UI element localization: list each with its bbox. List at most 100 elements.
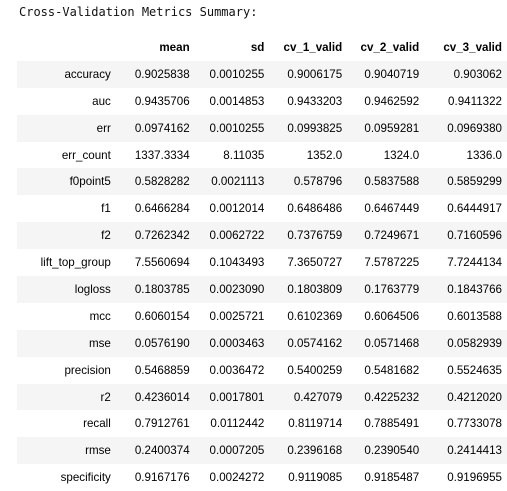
sd-cell: 0.0025721 [209,309,265,323]
cv-3-valid-cell: 0.9196955 [447,471,502,485]
cv-1-valid-cell: 0.8119714 [288,417,343,431]
cv-1-valid-cell: 0.9006175 [287,67,343,81]
mean-cell: 0.6466284 [134,202,190,216]
header-cell-index [17,34,116,61]
cv-3-valid-cell: 0.5524635 [447,363,502,377]
table-caption: Cross-Validation Metrics Summary: [19,5,258,19]
cv-3-valid-cell: 7.7244134 [447,256,502,270]
mean-cell: 0.0974162 [134,121,190,135]
metric-name-cell: recall [83,417,111,431]
table-row: rmse 0.2400374 0.0007205 0.2396168 0.2390540… [17,437,507,465]
cv-2-valid-cell: 0.1763779 [364,282,420,296]
metric-name-cell: logloss [74,282,111,296]
sd-cell: 8.11035 [223,148,265,162]
metric-name-cell: err_count [61,148,111,162]
cv-1-valid-cell: 0.9433203 [287,94,343,108]
metric-name-cell: mcc [89,309,111,323]
mean-cell: 0.4236014 [134,390,190,404]
cv-1-valid-cell: 0.578796 [293,175,343,189]
table-row: err_count 1337.3334 8.11035 1352.0 1324.0 133… [17,141,507,169]
sd-cell: 0.0021113 [211,175,265,189]
header-cell-cv-2-valid: cv_2_valid [360,40,420,54]
cv-3-valid-cell: 0.7733078 [447,417,502,431]
mean-cell: 0.7262342 [134,229,190,243]
cv-2-valid-cell: 7.5787225 [364,256,420,270]
metric-name-cell: specificity [60,471,111,485]
header-cell-cv-3-valid: cv_3_valid [443,40,502,54]
cv-3-valid-cell: 0.2414413 [447,444,502,458]
cv-1-valid-cell: 7.3650727 [287,256,343,270]
sd-cell: 0.0024272 [209,471,265,485]
cv-3-valid-cell: 0.6444917 [447,202,502,216]
mean-cell: 0.7912761 [134,417,190,431]
table-row: lift_top_group 7.5560694 0.1043493 7.365072… [17,249,507,277]
cv-2-valid-cell: 0.6064506 [364,309,420,323]
mean-cell: 0.9025838 [134,67,190,81]
metric-name-cell: lift_top_group [40,256,111,270]
mean-cell: 0.1803785 [134,282,190,296]
metric-name-cell: precision [64,363,111,377]
cv-1-valid-cell: 0.6102369 [287,309,343,323]
sd-cell: 0.0017801 [209,390,265,404]
cv-2-valid-cell: 0.5481682 [364,363,420,377]
metric-name-cell: f1 [101,202,111,216]
mean-cell: 7.5560694 [134,256,190,270]
cv-metrics-table: mean sd cv_1_valid cv_2_valid cv_3_valid… [17,34,507,491]
cv-2-valid-cell: 0.9040719 [364,67,420,81]
cv-2-valid-cell: 0.9185487 [364,471,420,485]
sd-cell: 0.0112442 [210,417,265,431]
cv-2-valid-cell: 0.9462592 [364,94,420,108]
cv-3-valid-cell: 0.9411322 [448,94,502,108]
cv-1-valid-cell: 0.7376759 [287,229,343,243]
sd-cell: 0.0036472 [209,363,265,377]
cv-2-valid-cell: 1324.0 [383,148,420,162]
mean-cell: 0.6060154 [134,309,190,323]
cv-3-valid-cell: 0.7160596 [447,229,502,243]
header-row: mean sd cv_1_valid cv_2_valid cv_3_valid [17,34,507,61]
cv-1-valid-cell: 1352.0 [306,148,343,162]
metric-name-cell: err [96,121,111,135]
table-row: specificity 0.9167176 0.0024272 0.9119085 0.… [17,464,507,491]
cv-3-valid-cell: 0.0969380 [447,121,502,135]
table-row: r2 0.4236014 0.0017801 0.427079 0.4225232 0.4… [17,383,507,411]
cv-1-valid-cell: 0.427079 [293,390,343,404]
cv-3-valid-cell: 1336.0 [466,148,502,162]
sd-cell: 0.0014853 [209,94,265,108]
table-row: err 0.0974162 0.0010255 0.0993825 0.0959281 0… [17,114,507,142]
metric-name-cell: f2 [101,229,111,243]
cv-2-valid-cell: 0.2390540 [364,444,420,458]
table-row: f2 0.7262342 0.0062722 0.7376759 0.7249671 0.… [17,222,507,250]
metric-name-cell: f0point5 [69,175,111,189]
cv-1-valid-cell: 0.2396168 [287,444,343,458]
cv-3-valid-cell: 0.1843766 [447,282,502,296]
mean-cell: 0.2400374 [134,444,190,458]
cv-3-valid-cell: 0.903062 [453,67,502,81]
cv-2-valid-cell: 0.6467449 [364,202,420,216]
cv-3-valid-cell: 0.4212020 [447,390,502,404]
cv-1-valid-cell: 0.5400259 [287,363,343,377]
cv-2-valid-cell: 0.4225232 [364,390,420,404]
cv-3-valid-cell: 0.0582939 [447,336,502,350]
table-row: precision 0.5468859 0.0036472 0.5400259 0.54… [17,356,507,384]
cv-2-valid-cell: 0.7249671 [364,229,420,243]
cv-3-valid-cell: 0.5859299 [447,175,502,189]
metric-name-cell: mse [88,336,111,350]
table-row: accuracy 0.9025838 0.0010255 0.9006175 0.904… [17,60,507,88]
table-row: f1 0.6466284 0.0012014 0.6486486 0.6467449 0.… [17,195,507,223]
metric-name-cell: rmse [85,444,111,458]
sd-cell: 0.0012014 [209,202,265,216]
cv-3-valid-cell: 0.6013588 [447,309,502,323]
cv-2-valid-cell: 0.0571468 [364,336,420,350]
cv-1-valid-cell: 0.9119085 [288,471,343,485]
mean-cell: 0.9167176 [134,471,190,485]
header-cell-mean: mean [159,40,190,54]
mean-cell: 1337.3334 [134,148,190,162]
table-row: mse 0.0576190 0.0003463 0.0574162 0.0571468 0… [17,329,507,357]
metric-name-cell: accuracy [64,67,111,81]
sd-cell: 0.0003463 [209,336,265,350]
mean-cell: 0.9435706 [134,94,190,108]
table-row: mcc 0.6060154 0.0025721 0.6102369 0.6064506 0… [17,302,507,330]
sd-cell: 0.0062722 [209,229,265,243]
header-cell-sd: sd [250,40,265,54]
table-row: recall 0.7912761 0.0112442 0.8119714 0.78854… [17,410,507,438]
